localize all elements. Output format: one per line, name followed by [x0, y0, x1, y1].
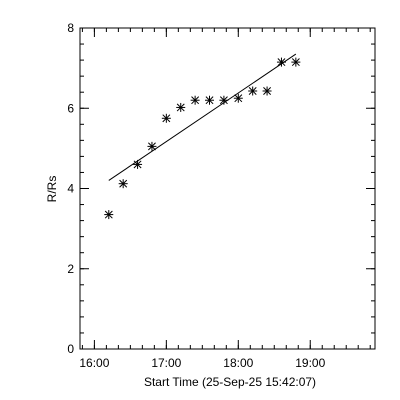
y-tick-label: 0: [67, 342, 74, 356]
asterisk-stroke: [219, 96, 228, 105]
y-tick-label: 8: [67, 21, 74, 35]
data-point: [190, 95, 200, 105]
asterisk-stroke: [234, 94, 243, 103]
data-point: [233, 93, 243, 103]
ticks-layer: [80, 27, 375, 350]
plot-frame: [79, 27, 376, 350]
asterisk-stroke: [205, 96, 214, 105]
y-axis-title: R/Rs: [45, 176, 59, 203]
data-point: [133, 159, 143, 169]
x-tick-label: 19:00: [295, 356, 325, 370]
asterisk-stroke: [291, 58, 300, 67]
data-point: [276, 57, 286, 67]
fit-line: [108, 53, 297, 181]
asterisk-stroke: [263, 87, 272, 95]
asterisk-stroke: [277, 58, 286, 67]
marks-layer: [104, 53, 301, 220]
asterisk-stroke: [248, 87, 257, 95]
data-point: [262, 86, 272, 96]
y-tick-label: 6: [67, 101, 74, 115]
x-axis-title: Start Time (25-Sep-25 15:42:07): [144, 375, 316, 389]
data-point: [147, 141, 157, 151]
data-point: [118, 179, 128, 189]
data-point: [104, 210, 114, 220]
asterisk-stroke: [119, 179, 128, 188]
data-point: [205, 95, 215, 105]
data-point: [176, 102, 186, 112]
data-point: [291, 57, 301, 67]
asterisk-stroke: [147, 142, 156, 151]
asterisk-stroke: [176, 103, 185, 112]
y-tick-label: 4: [67, 182, 74, 196]
x-tick-label: 18:00: [223, 356, 253, 370]
data-point: [248, 86, 258, 96]
asterisk-stroke: [133, 160, 142, 169]
asterisk-stroke: [162, 114, 171, 123]
asterisk-stroke: [191, 96, 200, 105]
data-point: [219, 95, 229, 105]
asterisk-stroke: [104, 210, 113, 219]
x-tick-label: 16:00: [79, 356, 109, 370]
x-tick-label: 17:00: [151, 356, 181, 370]
data-point: [161, 113, 171, 123]
y-tick-label: 2: [67, 262, 74, 276]
labels-layer: 16:00 17:00 18:00 19:00 0 2 4 6 8: [67, 21, 325, 370]
